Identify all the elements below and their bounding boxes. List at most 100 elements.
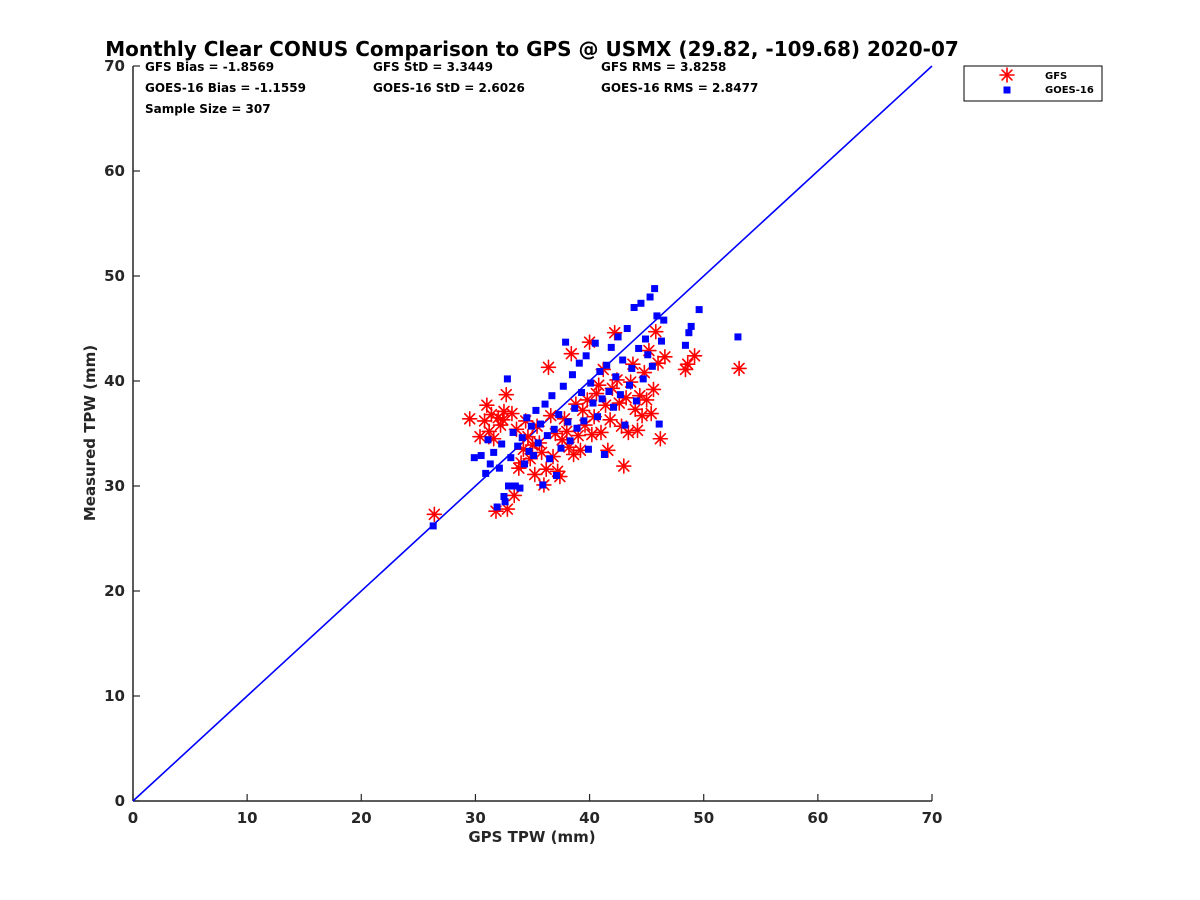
goes16-point	[621, 421, 629, 429]
goes16-point	[493, 503, 501, 511]
y-tick-label: 0	[115, 792, 125, 810]
goes16-point	[607, 343, 615, 351]
legend-box	[963, 65, 1103, 102]
asterisk-stroke	[481, 399, 493, 411]
stat-text: GFS RMS = 3.8258	[601, 60, 726, 74]
goes16-point	[628, 364, 636, 372]
goes16-point	[501, 498, 509, 506]
x-tick-label: 50	[693, 809, 714, 827]
goes16-point	[490, 448, 498, 456]
goes16-point	[536, 420, 544, 428]
gfs-point	[647, 323, 664, 340]
asterisk-stroke	[581, 394, 594, 406]
goes16-point	[642, 335, 650, 343]
stats-block: GFS Bias = -1.8569 GFS StD = 3.3449 GFS RM…	[145, 60, 758, 116]
legend-gfs-label: GFS	[1045, 71, 1067, 82]
goes16-point	[623, 325, 631, 332]
asterisk-stroke	[549, 427, 562, 440]
goes16-point	[660, 316, 668, 324]
asterisk-stroke	[506, 407, 518, 420]
goes16-point	[539, 481, 547, 489]
gfs-point	[498, 386, 515, 403]
goes16-point	[603, 361, 611, 369]
asterisk-stroke	[560, 425, 573, 438]
goes16-point	[532, 406, 540, 414]
goes16-point	[530, 452, 538, 460]
goes16-point	[500, 493, 508, 500]
asterisk-stroke	[620, 392, 632, 404]
gfs-point	[540, 359, 557, 376]
asterisk-stroke	[500, 388, 512, 401]
gfs-point	[526, 466, 543, 483]
legend-goes16-label: GOES-16	[1045, 85, 1094, 96]
goes16-point	[582, 352, 590, 360]
goes16-point	[486, 460, 494, 468]
goes16-point	[429, 522, 437, 530]
goes16-point	[523, 414, 531, 422]
gfs-point	[572, 442, 589, 459]
asterisk-stroke	[483, 425, 495, 438]
asterisk-stroke	[608, 326, 621, 339]
y-tick-label: 20	[104, 582, 125, 600]
goes16-point	[637, 299, 645, 307]
gfs-point	[643, 405, 660, 422]
goes16-point	[653, 312, 661, 320]
gfs-point	[657, 349, 673, 365]
gfs-point	[645, 381, 662, 398]
goes16-point	[511, 482, 519, 490]
asterisk-stroke	[545, 409, 557, 422]
gfs-point	[584, 426, 600, 443]
goes16-point	[685, 329, 693, 337]
asterisk-stroke	[629, 403, 641, 416]
goes16-point	[482, 469, 490, 477]
gfs-point	[616, 458, 632, 474]
stat-text: GFS StD = 3.3449	[373, 60, 493, 74]
one-to-one-reference-line	[132, 65, 933, 802]
goes16-point	[571, 404, 579, 412]
legend-goes16-square	[1003, 86, 1011, 94]
asterisk-stroke	[631, 424, 644, 437]
asterisk-stroke	[604, 414, 616, 426]
goes16-point	[470, 454, 478, 462]
goes16-point	[632, 397, 640, 405]
asterisk-stroke	[592, 379, 605, 391]
legend-goes16-marker	[1003, 86, 1011, 94]
gfs-point	[677, 361, 694, 378]
goes16-point	[639, 375, 647, 383]
goes16-point	[555, 411, 563, 419]
series-goes16	[429, 285, 742, 530]
goes16-point	[518, 434, 526, 442]
goes16-point	[521, 460, 529, 468]
gfs-point	[652, 430, 669, 447]
legend-gfs-asterisk	[999, 67, 1015, 83]
goes16-point	[552, 472, 560, 479]
asterisk-stroke	[654, 433, 667, 445]
asterisk-stroke	[659, 351, 671, 363]
goes16-point	[566, 437, 574, 445]
goes16-point	[616, 391, 624, 399]
gfs-point	[558, 423, 575, 440]
goes16-point	[509, 428, 517, 436]
goes16-point	[546, 455, 554, 463]
goes16-point	[550, 425, 558, 433]
x-tick-label: 20	[351, 809, 372, 827]
y-tick-label: 50	[104, 267, 125, 285]
stat-text: GOES-16 StD = 2.6026	[373, 81, 525, 95]
asterisk-stroke	[574, 444, 587, 457]
gfs-point	[426, 506, 443, 523]
goes16-point	[655, 420, 663, 428]
asterisk-stroke	[529, 468, 541, 481]
goes16-point	[557, 444, 565, 452]
goes16-point	[687, 322, 695, 330]
goes16-point	[612, 373, 620, 381]
goes16-point	[568, 371, 576, 379]
asterisk-stroke	[576, 404, 589, 417]
goes16-point	[525, 447, 533, 455]
asterisk-stroke	[647, 383, 660, 396]
asterisk-stroke	[640, 394, 653, 406]
asterisk-stroke	[595, 426, 607, 439]
y-tick-label: 30	[104, 477, 125, 495]
gfs-point	[506, 487, 523, 504]
asterisk-stroke	[535, 446, 548, 459]
